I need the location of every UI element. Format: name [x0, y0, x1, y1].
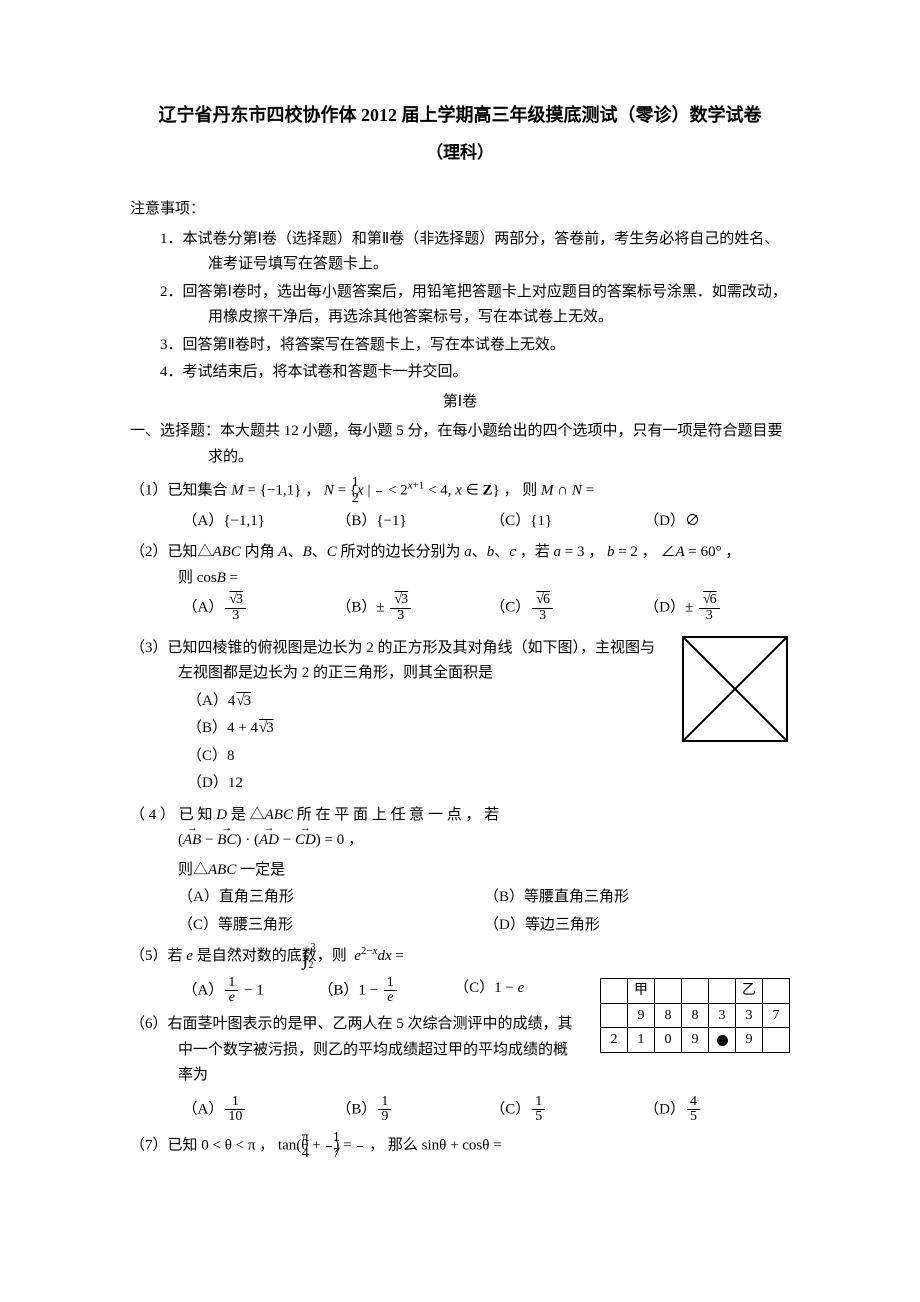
q5-lead: （5）若 [130, 948, 186, 964]
q1-opt-d: （D）∅ [644, 509, 790, 535]
sl-r1-1: 9 [628, 1003, 655, 1028]
sl-r1-3: 8 [682, 1003, 709, 1028]
sl-r2-6 [763, 1028, 790, 1053]
q7-tail: ， 那么 sinθ + cosθ = [365, 1138, 501, 1154]
sl-h5: 乙 [736, 978, 763, 1003]
sl-h3 [682, 978, 709, 1003]
notice-1: 1．本试卷分第Ⅰ卷（选择题）和第Ⅱ卷（非选择题）两部分，答卷前，考生务必将自己的… [160, 227, 790, 278]
q1-opt-c: （C）{1} [490, 509, 636, 535]
sl-r1-4: 3 [709, 1003, 736, 1028]
sl-r2-1: 1 [628, 1028, 655, 1053]
q4-options-row2: （C）等腰三角形 （D）等边三角形 [130, 913, 790, 939]
q2-opt-c: （C）63 [490, 593, 636, 623]
question-1: （1）已知集合 M = {−1,1} ， N = {x | 12 < 2x+1 … [130, 476, 790, 534]
sl-r2-2: 0 [655, 1028, 682, 1053]
q3-opt-b: （B）4 + 43 [187, 716, 662, 742]
stem-leaf-table: 甲 乙 9 8 8 3 3 7 2 1 0 9 9 [600, 978, 790, 1053]
sl-r1-5: 3 [736, 1003, 763, 1028]
q2-opt-b: （B）± 33 [336, 593, 482, 623]
q5-opt-c: （C）1 − e [454, 976, 582, 1006]
q2-opt-d: （D）± 63 [644, 593, 790, 623]
q1-options: （A）{−1,1} （B）{−1} （C）{1} （D）∅ [130, 509, 790, 535]
q1-tail: ， 则 [500, 483, 541, 499]
part1-label: 第Ⅰ卷 [130, 390, 790, 416]
q5-options: （A）1e − 1 （B）1 − 1e （C）1 − e [130, 976, 582, 1006]
question-6: （6）右面茎叶图表示的是甲、乙两人在 5 次综合测评中的成绩，其中一个数字被污损… [130, 1012, 582, 1089]
q5-opt-b: （B）1 − 1e [318, 976, 446, 1006]
q7-lead: （7）已知 0 < θ < π ， tan(θ + [130, 1138, 324, 1154]
q3-opt-c: （C）8 [187, 744, 662, 770]
section1-heading: 一、选择题：本大题共 12 小题，每小题 5 分，在每小题给出的四个选项中，只有… [130, 419, 790, 470]
sl-h0 [601, 978, 628, 1003]
sl-r2-0: 2 [601, 1028, 628, 1053]
sl-h4 [709, 978, 736, 1003]
sl-h1: 甲 [628, 978, 655, 1003]
q4-opt-d: （D）等边三角形 [484, 913, 790, 939]
q4-a: （ 4 ） 已 知 [130, 807, 216, 823]
sl-r1-2: 8 [655, 1003, 682, 1028]
q2-m1: 内角 [241, 544, 279, 560]
smudge-dot-icon [717, 1035, 728, 1046]
q6-text: （6）右面茎叶图表示的是甲、乙两人在 5 次综合测评中的成绩，其中一个数字被污损… [130, 1012, 582, 1089]
q4-opt-c: （C）等腰三角形 [178, 913, 484, 939]
q3-q4-row: （3）已知四棱锥的俯视图是边长为 2 的正方形及其对角线（如下图），主视图与左视… [130, 630, 790, 858]
q2-opt-a: （A）33 [183, 593, 329, 623]
notice-4: 4．考试结束后，将本试卷和答题卡一并交回。 [160, 360, 790, 386]
q2-options: （A）33 （B）± 33 （C）63 （D）± 63 [130, 593, 790, 623]
question-3: （3）已知四棱锥的俯视图是边长为 2 的正方形及其对角线（如下图），主视图与左视… [130, 636, 662, 797]
q1-opt-b: （B）{−1} [336, 509, 482, 535]
page-title: 辽宁省丹东市四校协作体 2012 届上学期高三年级摸底测试（零诊）数学试卷 [130, 100, 790, 131]
notice-3: 3．回答第Ⅱ卷时，将答案写在答题卡上，写在本试卷上无效。 [160, 333, 790, 359]
square-diagonal-diagram [680, 634, 790, 744]
q2-sub: 则 cos [178, 570, 217, 586]
sl-r2-5: 9 [736, 1028, 763, 1053]
q5-tail: 是自然对数的底数，则 [193, 948, 347, 964]
notice-2: 2．回答第Ⅰ卷时，选出每小题答案后，用铅笔把答题卡上对应题目的答案标号涂黑．如需… [160, 280, 790, 331]
q5-q6-row: （A）1e − 1 （B）1 − 1e （C）1 − e （6）右面茎叶图表示的… [130, 974, 790, 1093]
q4-opt-a: （A）直角三角形 [178, 885, 484, 911]
q2-lead: （2）已知△ [130, 544, 213, 560]
page-subtitle: （理科） [130, 139, 790, 168]
q4-options-row1: （A）直角三角形 （B）等腰直角三角形 [130, 885, 790, 911]
q3-opt-a: （A）43 [187, 689, 662, 715]
q2-m3: ，若 [516, 544, 554, 560]
q6-options: （A）110 （B）19 （C）15 （D）45 [130, 1095, 790, 1125]
q6-opt-b: （B）19 [336, 1095, 482, 1125]
sl-r2-4 [709, 1028, 736, 1053]
q4-sub: 则△ABC 一定是 [130, 858, 790, 884]
q1-lead: （1）已知集合 [130, 483, 231, 499]
sl-r2-3: 9 [682, 1028, 709, 1053]
q4-opt-b: （B）等腰直角三角形 [484, 885, 790, 911]
question-7: （7）已知 0 < θ < π ， tan(θ + π4) = 17 ， 那么 … [130, 1131, 790, 1161]
q5-opt-a: （A）1e − 1 [183, 976, 311, 1006]
q3-opt-d: （D）12 [187, 771, 662, 797]
sl-h6 [763, 978, 790, 1003]
q6-opt-d: （D）45 [644, 1095, 790, 1125]
sl-r1-6: 7 [763, 1003, 790, 1028]
sl-h2 [655, 978, 682, 1003]
q1-opt-a: （A）{−1,1} [183, 509, 329, 535]
question-2: （2）已知△ABC 内角 A、B、C 所对的边长分别为 a、b、c ，若 a =… [130, 540, 790, 623]
q3-options: （A）43 （B）4 + 43 （C）8 （D）12 [130, 689, 662, 797]
q2-m2: 所对的边长分别为 [341, 544, 465, 560]
q3-text: （3）已知四棱锥的俯视图是边长为 2 的正方形及其对角线（如下图），主视图与左视… [130, 636, 662, 687]
question-4: （ 4 ） 已 知 D 是 △ABC 所 在 平 面 上 任 意 一 点 ， 若… [130, 803, 662, 854]
q4-c: 所 在 平 面 上 任 意 一 点 ， 若 [293, 807, 499, 823]
q6-opt-a: （A）110 [183, 1095, 329, 1125]
question-5: （5）若 e 是自然对数的底数，则 ∫32 e2−xdx = [130, 944, 790, 970]
q6-opt-c: （C）15 [490, 1095, 636, 1125]
notice-label: 注意事项： [130, 197, 790, 223]
sl-r1-0 [601, 1003, 628, 1028]
notices: 1．本试卷分第Ⅰ卷（选择题）和第Ⅱ卷（非选择题）两部分，答卷前，考生务必将自己的… [130, 227, 790, 386]
